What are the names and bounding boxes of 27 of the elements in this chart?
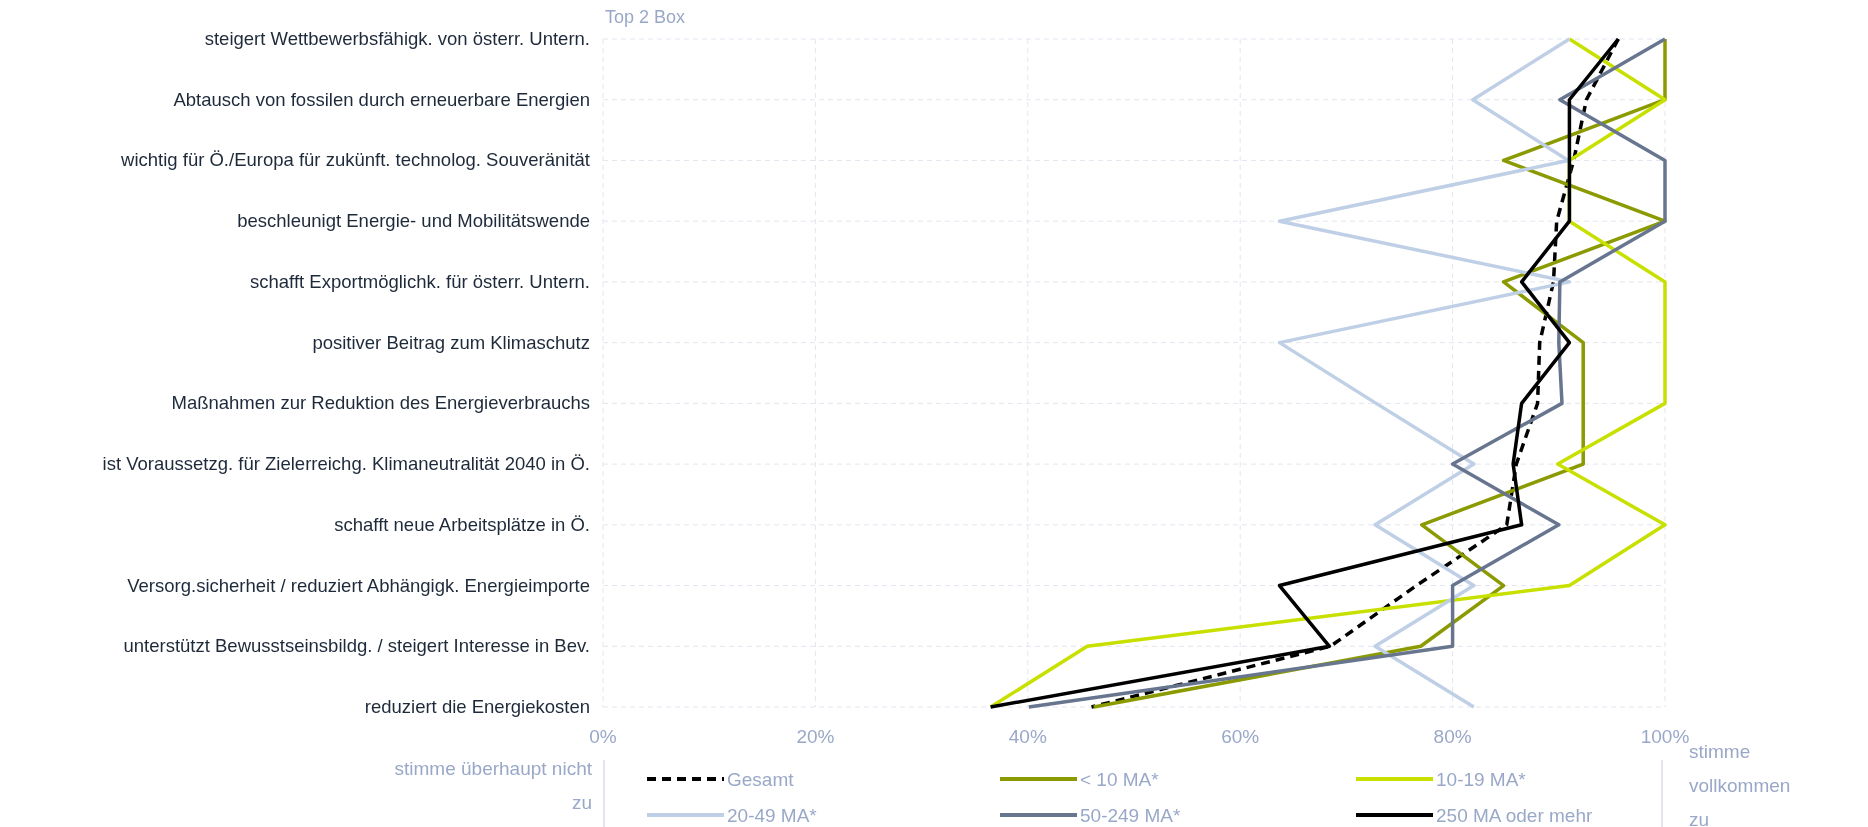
legend-label: Gesamt bbox=[727, 769, 795, 790]
y-tick-label: reduziert die Energiekosten bbox=[364, 696, 590, 717]
text: Top 2 Box bbox=[605, 7, 686, 27]
x-tick-label: 40% bbox=[1008, 726, 1047, 747]
y-tick-label: Maßnahmen zur Reduktion des Energieverbrauchs bbox=[171, 392, 590, 414]
legend-label: 250 MA oder mehr bbox=[1436, 805, 1593, 826]
y-tick-label: ist Voraussetzg. für Zielerreichg. Klimaneutralität 2040 in Ö. bbox=[102, 453, 590, 475]
x-tick-label: 100% bbox=[1640, 726, 1690, 747]
x-tick-label: 60% bbox=[1221, 726, 1260, 747]
y-tick-label: schafft Exportmöglichk. für österr. Untern. bbox=[250, 270, 590, 292]
y-tick-label: unterstützt Bewusstseinsbildg. / steigert Interesse in Bev. bbox=[123, 635, 590, 657]
legend-label: 10-19 MA* bbox=[1436, 769, 1527, 790]
y-tick-label: wichtig für Ö./Europa für zukünft. technolog. Souveränität bbox=[120, 149, 590, 171]
x-tick-label: 0% bbox=[589, 726, 617, 747]
y-tick-label: steigert Wettbewerbsfähigk. von österr. Untern. bbox=[204, 28, 590, 49]
y-tick-label: Abtausch von fossilen durch erneuerbare Energien bbox=[173, 88, 590, 110]
y-tick-label: Versorg.sicherheit / reduziert Abhängigk. Energieimporte bbox=[127, 574, 590, 596]
legend-label: < 10 MA* bbox=[1080, 769, 1160, 790]
y-tick-label: positiver Beitrag zum Klimaschutz bbox=[312, 331, 590, 353]
text: stimme überhaupt nicht zu bbox=[394, 758, 593, 813]
y-tick-label: schafft neue Arbeitsplätze in Ö. bbox=[334, 513, 590, 535]
x-tick-label: 20% bbox=[796, 726, 835, 747]
legend-label: 20-49 MA* bbox=[727, 805, 818, 826]
x-tick-label: 80% bbox=[1433, 726, 1472, 747]
text: stimme vollkommen zu bbox=[1689, 741, 1791, 827]
legend-label: 50-249 MA* bbox=[1080, 805, 1181, 826]
y-tick-label: beschleunigt Energie- und Mobilitätswende bbox=[237, 210, 590, 232]
